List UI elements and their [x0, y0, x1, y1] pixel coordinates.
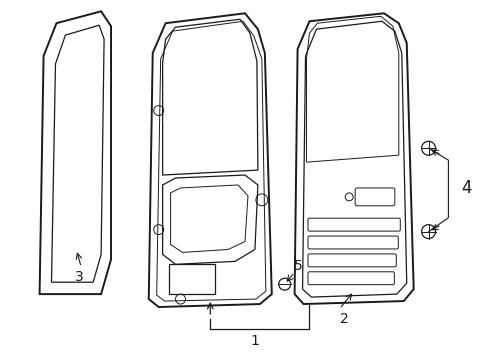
Text: 5: 5	[294, 259, 303, 273]
Polygon shape	[294, 13, 413, 304]
Text: 4: 4	[460, 179, 470, 197]
Text: 3: 3	[75, 270, 83, 284]
Text: 2: 2	[339, 312, 348, 326]
Text: 1: 1	[250, 334, 259, 348]
Polygon shape	[148, 13, 271, 307]
